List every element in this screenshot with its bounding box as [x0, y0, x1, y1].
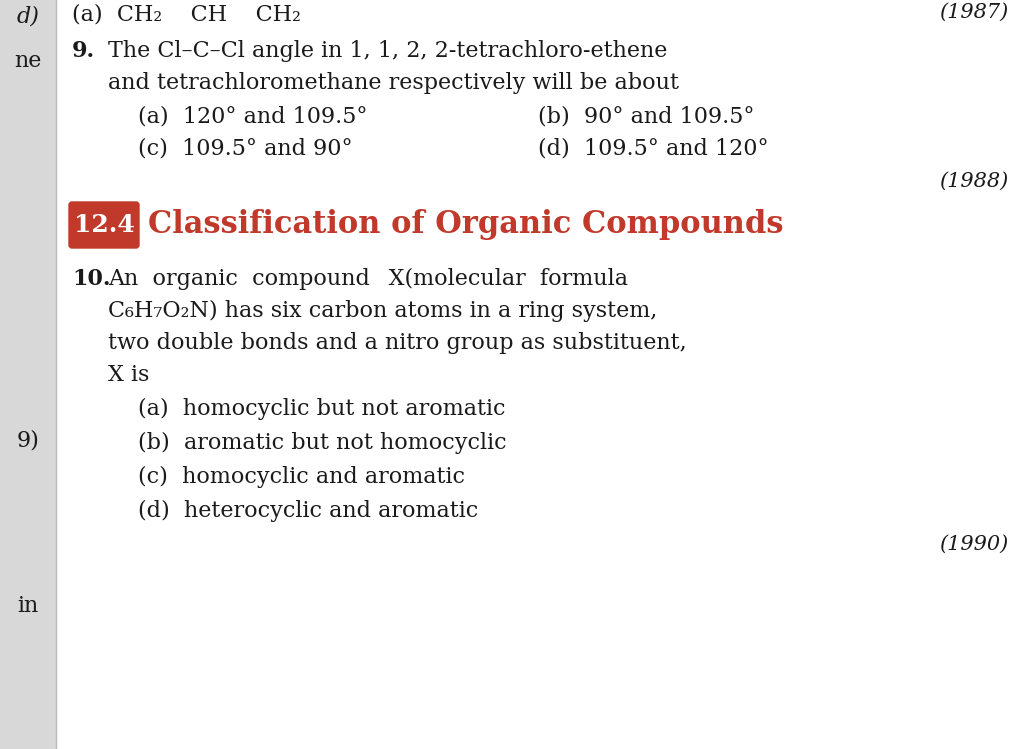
Text: (1988): (1988) — [939, 172, 1008, 191]
Text: C₆H₇O₂N) has six carbon atoms in a ring system,: C₆H₇O₂N) has six carbon atoms in a ring … — [108, 300, 657, 322]
Text: X is: X is — [108, 364, 150, 386]
Text: and tetrachloromethane respectively will be about: and tetrachloromethane respectively will… — [108, 72, 679, 94]
Text: (b)  90° and 109.5°: (b) 90° and 109.5° — [538, 106, 755, 128]
Text: (b)  aromatic but not homocyclic: (b) aromatic but not homocyclic — [138, 432, 507, 454]
Text: 9.: 9. — [72, 40, 95, 62]
Text: 12.4: 12.4 — [74, 213, 134, 237]
Text: (1987): (1987) — [939, 3, 1008, 22]
Text: two double bonds and a nitro group as substituent,: two double bonds and a nitro group as su… — [108, 332, 687, 354]
Text: (a)  120° and 109.5°: (a) 120° and 109.5° — [138, 106, 368, 128]
Text: ne: ne — [14, 50, 42, 72]
FancyBboxPatch shape — [69, 202, 139, 248]
Text: (a)  CH₂    CH    CH₂: (a) CH₂ CH CH₂ — [72, 3, 301, 25]
Text: in: in — [17, 595, 39, 617]
Text: An  organic  compound   X(molecular  formula: An organic compound X(molecular formula — [108, 268, 628, 290]
Text: d): d) — [16, 5, 40, 27]
Text: (1990): (1990) — [939, 535, 1008, 554]
Text: The Cl–C–Cl angle in 1, 1, 2, 2-tetrachloro-ethene: The Cl–C–Cl angle in 1, 1, 2, 2-tetrachl… — [108, 40, 668, 62]
Text: (d)  109.5° and 120°: (d) 109.5° and 120° — [538, 138, 769, 160]
Text: 9): 9) — [16, 430, 40, 452]
Text: (a)  homocyclic but not aromatic: (a) homocyclic but not aromatic — [138, 398, 506, 420]
Text: (d)  heterocyclic and aromatic: (d) heterocyclic and aromatic — [138, 500, 478, 522]
Bar — [0, 0, 56, 749]
Text: Classification of Organic Compounds: Classification of Organic Compounds — [148, 210, 783, 240]
Text: (c)  homocyclic and aromatic: (c) homocyclic and aromatic — [138, 466, 465, 488]
Text: (c)  109.5° and 90°: (c) 109.5° and 90° — [138, 138, 352, 160]
Text: 10.: 10. — [72, 268, 111, 290]
